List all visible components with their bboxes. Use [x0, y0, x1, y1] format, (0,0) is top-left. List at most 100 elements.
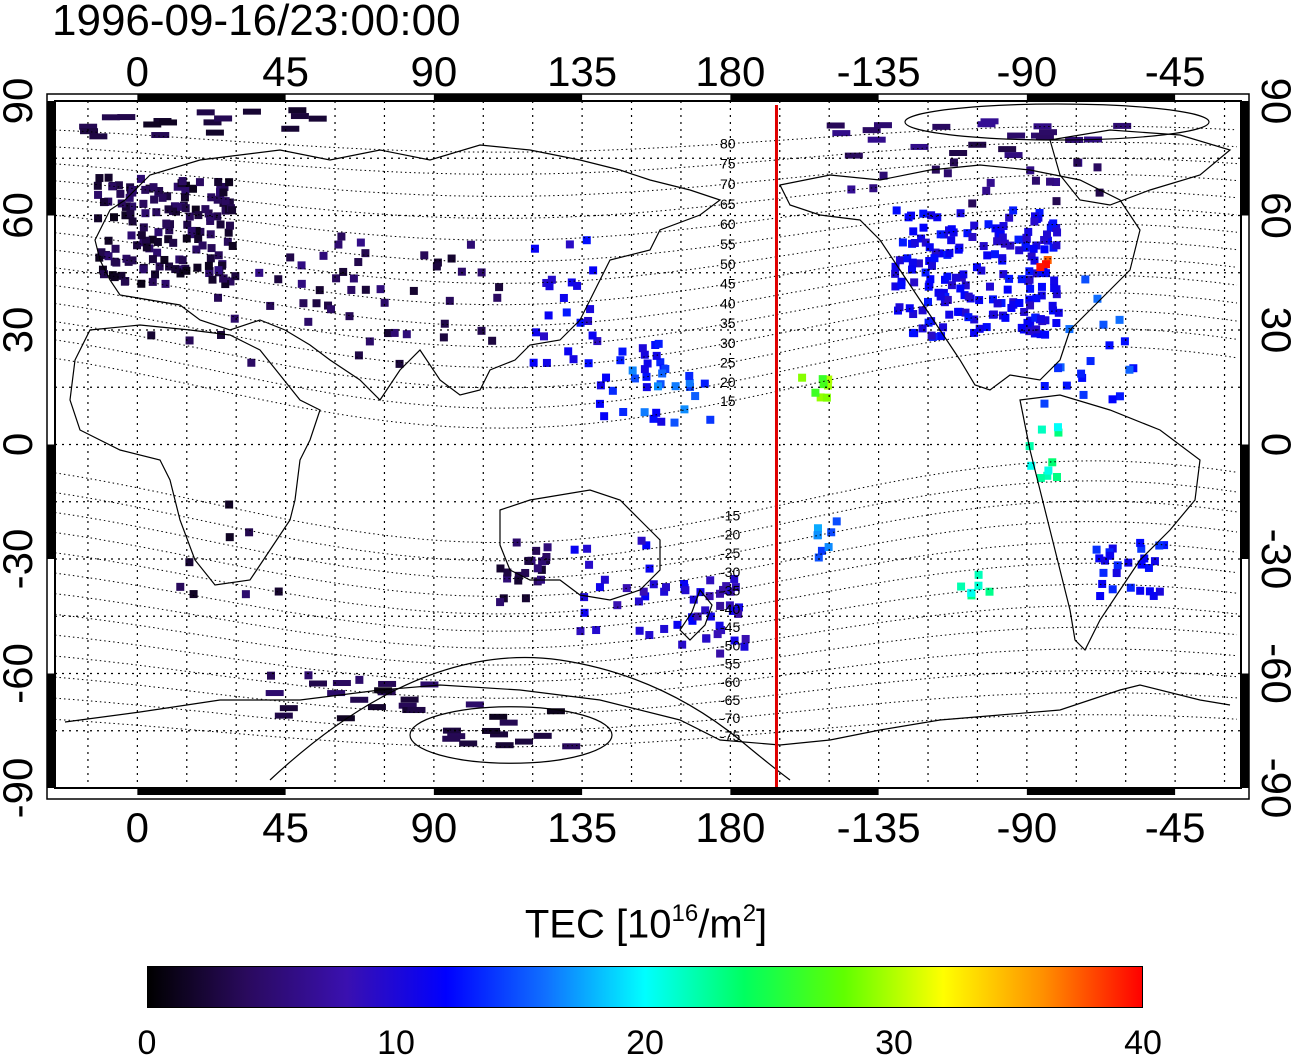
- tec-point: [205, 129, 224, 136]
- bottom-longitude-label: 135: [547, 804, 617, 851]
- tec-point: [1043, 256, 1052, 265]
- tec-point: [213, 212, 222, 221]
- tec-point: [1052, 197, 1061, 206]
- tec-point: [642, 383, 651, 392]
- top-longitude-label: 45: [262, 48, 309, 95]
- tec-point: [983, 251, 992, 260]
- frame-bar-left: [47, 444, 55, 559]
- tec-point: [125, 193, 134, 202]
- tec-point: [297, 279, 306, 288]
- tec-point: [741, 634, 750, 643]
- tec-point: [1112, 569, 1121, 578]
- tec-point: [176, 582, 185, 591]
- tec-point: [1029, 244, 1038, 253]
- tec-point: [602, 373, 611, 382]
- tec-point: [395, 359, 404, 368]
- axis-frame-bars: [47, 94, 1249, 795]
- tec-point: [466, 240, 475, 249]
- tec-point: [108, 182, 117, 191]
- tec-point: [998, 146, 1017, 153]
- tec-point: [827, 528, 836, 537]
- tec-point: [910, 239, 919, 248]
- tec-point: [1038, 129, 1057, 136]
- left-latitude-label: -90: [0, 758, 41, 819]
- tec-point: [110, 273, 119, 282]
- tec-point: [214, 177, 223, 186]
- contour-line: [54, 174, 1238, 219]
- tec-point: [996, 226, 1005, 235]
- tec-point: [1052, 472, 1061, 481]
- tec-point: [206, 213, 215, 222]
- tec-point: [960, 291, 969, 300]
- tec-point: [897, 281, 906, 290]
- tec-point: [989, 310, 998, 319]
- tec-point: [921, 238, 930, 247]
- tec-point: [1036, 330, 1045, 339]
- tec-point: [1033, 123, 1052, 130]
- tec-point: [339, 267, 348, 276]
- contour-line: [54, 670, 1238, 715]
- tec-point: [1099, 320, 1108, 329]
- tec-point: [128, 256, 137, 265]
- tec-point: [702, 634, 711, 643]
- tec-point: [1037, 425, 1046, 434]
- tec-point: [1003, 285, 1012, 294]
- tec-point: [137, 231, 146, 240]
- tec-point: [817, 546, 826, 555]
- tec-point: [909, 310, 918, 319]
- tec-point: [420, 251, 429, 260]
- tec-point: [1022, 233, 1031, 242]
- tec-point: [114, 181, 123, 190]
- left-latitude-label: 0: [0, 433, 41, 456]
- tec-point: [562, 308, 571, 317]
- tec-point: [1050, 284, 1059, 293]
- tec-point: [947, 236, 956, 245]
- tec-point: [89, 133, 108, 140]
- tec-point: [975, 296, 984, 305]
- tec-point: [956, 284, 965, 293]
- tec-point: [439, 333, 448, 342]
- tec-point: [217, 330, 226, 339]
- tec-point: [493, 293, 502, 302]
- tec-point: [337, 232, 346, 241]
- tec-point: [442, 727, 461, 734]
- new-zealand-coastline: [679, 588, 713, 641]
- tec-point: [705, 592, 714, 601]
- tec-point: [465, 701, 484, 708]
- tec-point: [206, 230, 215, 239]
- tec-point: [658, 369, 667, 378]
- tec-point: [153, 248, 162, 257]
- tec-point: [998, 254, 1007, 263]
- tec-point: [1155, 587, 1164, 596]
- contour-label: -65: [720, 692, 740, 708]
- antarctic-contour-ellipse: [409, 706, 613, 764]
- tec-point: [220, 182, 229, 191]
- tec-point: [1086, 357, 1095, 366]
- contour-label: 15: [720, 393, 736, 409]
- tec-point: [499, 719, 518, 726]
- tec-point: [162, 219, 171, 228]
- tec-point: [1073, 158, 1082, 167]
- tec-point: [230, 314, 239, 323]
- tec-point: [224, 228, 233, 237]
- contour-label: 55: [720, 236, 736, 252]
- tec-point: [993, 237, 1002, 246]
- tec-point: [589, 266, 598, 275]
- tec-point: [148, 255, 157, 264]
- tec-point: [97, 248, 106, 257]
- tec-point: [640, 350, 649, 359]
- tec-point: [706, 415, 715, 424]
- tec-point: [671, 382, 680, 391]
- tec-point: [985, 587, 994, 596]
- tec-point: [530, 244, 539, 253]
- frame-bar-bottom: [1026, 788, 1176, 795]
- tec-point: [1093, 163, 1102, 172]
- tec-point: [128, 217, 137, 226]
- contour-label: 35: [720, 315, 736, 331]
- tec-point: [1023, 318, 1032, 327]
- tec-point: [477, 268, 486, 277]
- tec-point: [164, 235, 173, 244]
- tec-point: [956, 209, 965, 218]
- tec-point: [652, 408, 661, 417]
